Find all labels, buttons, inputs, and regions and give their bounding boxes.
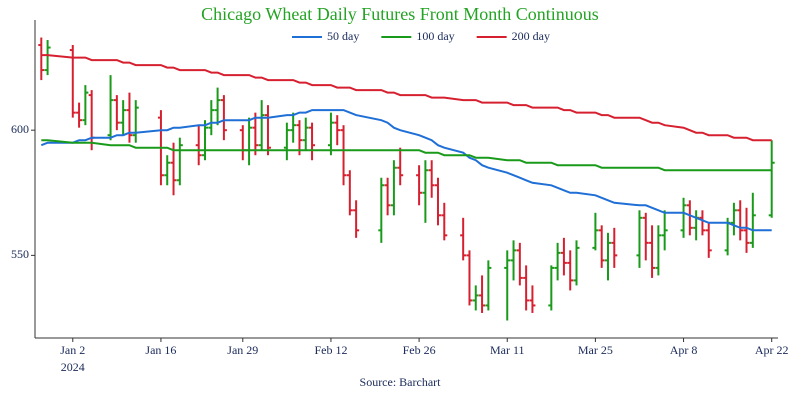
x-tick-label: Mar 25	[578, 343, 613, 357]
x-tick-label: Feb 26	[403, 343, 436, 357]
x-tick-label: Jan 29	[227, 343, 258, 357]
x-year-label: 2024	[61, 360, 85, 374]
x-tick-label: Feb 12	[314, 343, 347, 357]
legend-label: 100 day	[416, 29, 454, 43]
source-note: Source: Barchart	[360, 375, 442, 389]
moving-average-line	[41, 139, 772, 172]
x-tick-label: Apr 22	[755, 343, 789, 357]
x-tick-label: Jan 2	[60, 343, 85, 357]
legend-label: 50 day	[327, 29, 359, 43]
y-tick-label: 600	[11, 122, 29, 136]
x-tick-label: Apr 8	[670, 343, 698, 357]
x-tick-label: Mar 11	[490, 343, 525, 357]
moving-average-line	[40, 109, 772, 232]
chart-title: Chicago Wheat Daily Futures Front Month …	[201, 4, 599, 24]
legend-label: 200 day	[512, 29, 550, 43]
x-tick-label: Jan 16	[145, 343, 176, 357]
moving-average-line	[41, 54, 772, 142]
y-tick-label: 550	[11, 247, 29, 261]
